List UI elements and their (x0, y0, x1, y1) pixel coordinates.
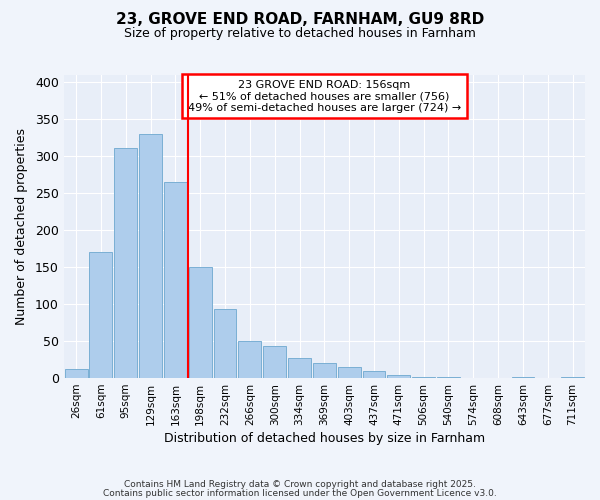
Text: Size of property relative to detached houses in Farnham: Size of property relative to detached ho… (124, 28, 476, 40)
Bar (214, 310, 236, 378)
Bar (362, 370, 385, 378)
X-axis label: Distribution of detached houses by size in Farnham: Distribution of detached houses by size … (164, 432, 485, 445)
Y-axis label: Number of detached properties: Number of detached properties (15, 128, 28, 325)
Text: Contains HM Land Registry data © Crown copyright and database right 2025.: Contains HM Land Registry data © Crown c… (124, 480, 476, 489)
Bar (388, 375, 410, 378)
Text: 23 GROVE END ROAD: 156sqm
← 51% of detached houses are smaller (756)
49% of semi: 23 GROVE END ROAD: 156sqm ← 51% of detac… (188, 80, 461, 112)
Bar (115, 148, 137, 378)
Bar (288, 358, 311, 378)
Bar (164, 182, 187, 378)
Bar (139, 134, 162, 378)
Bar (89, 252, 112, 378)
Bar (338, 367, 361, 378)
Bar (263, 346, 286, 378)
Text: 23, GROVE END ROAD, FARNHAM, GU9 8RD: 23, GROVE END ROAD, FARNHAM, GU9 8RD (116, 12, 484, 28)
Text: Contains public sector information licensed under the Open Government Licence v3: Contains public sector information licen… (103, 489, 497, 498)
Bar (238, 341, 261, 378)
Bar (65, 369, 88, 378)
Bar (189, 267, 212, 378)
Bar (512, 376, 535, 378)
Bar (313, 362, 336, 378)
